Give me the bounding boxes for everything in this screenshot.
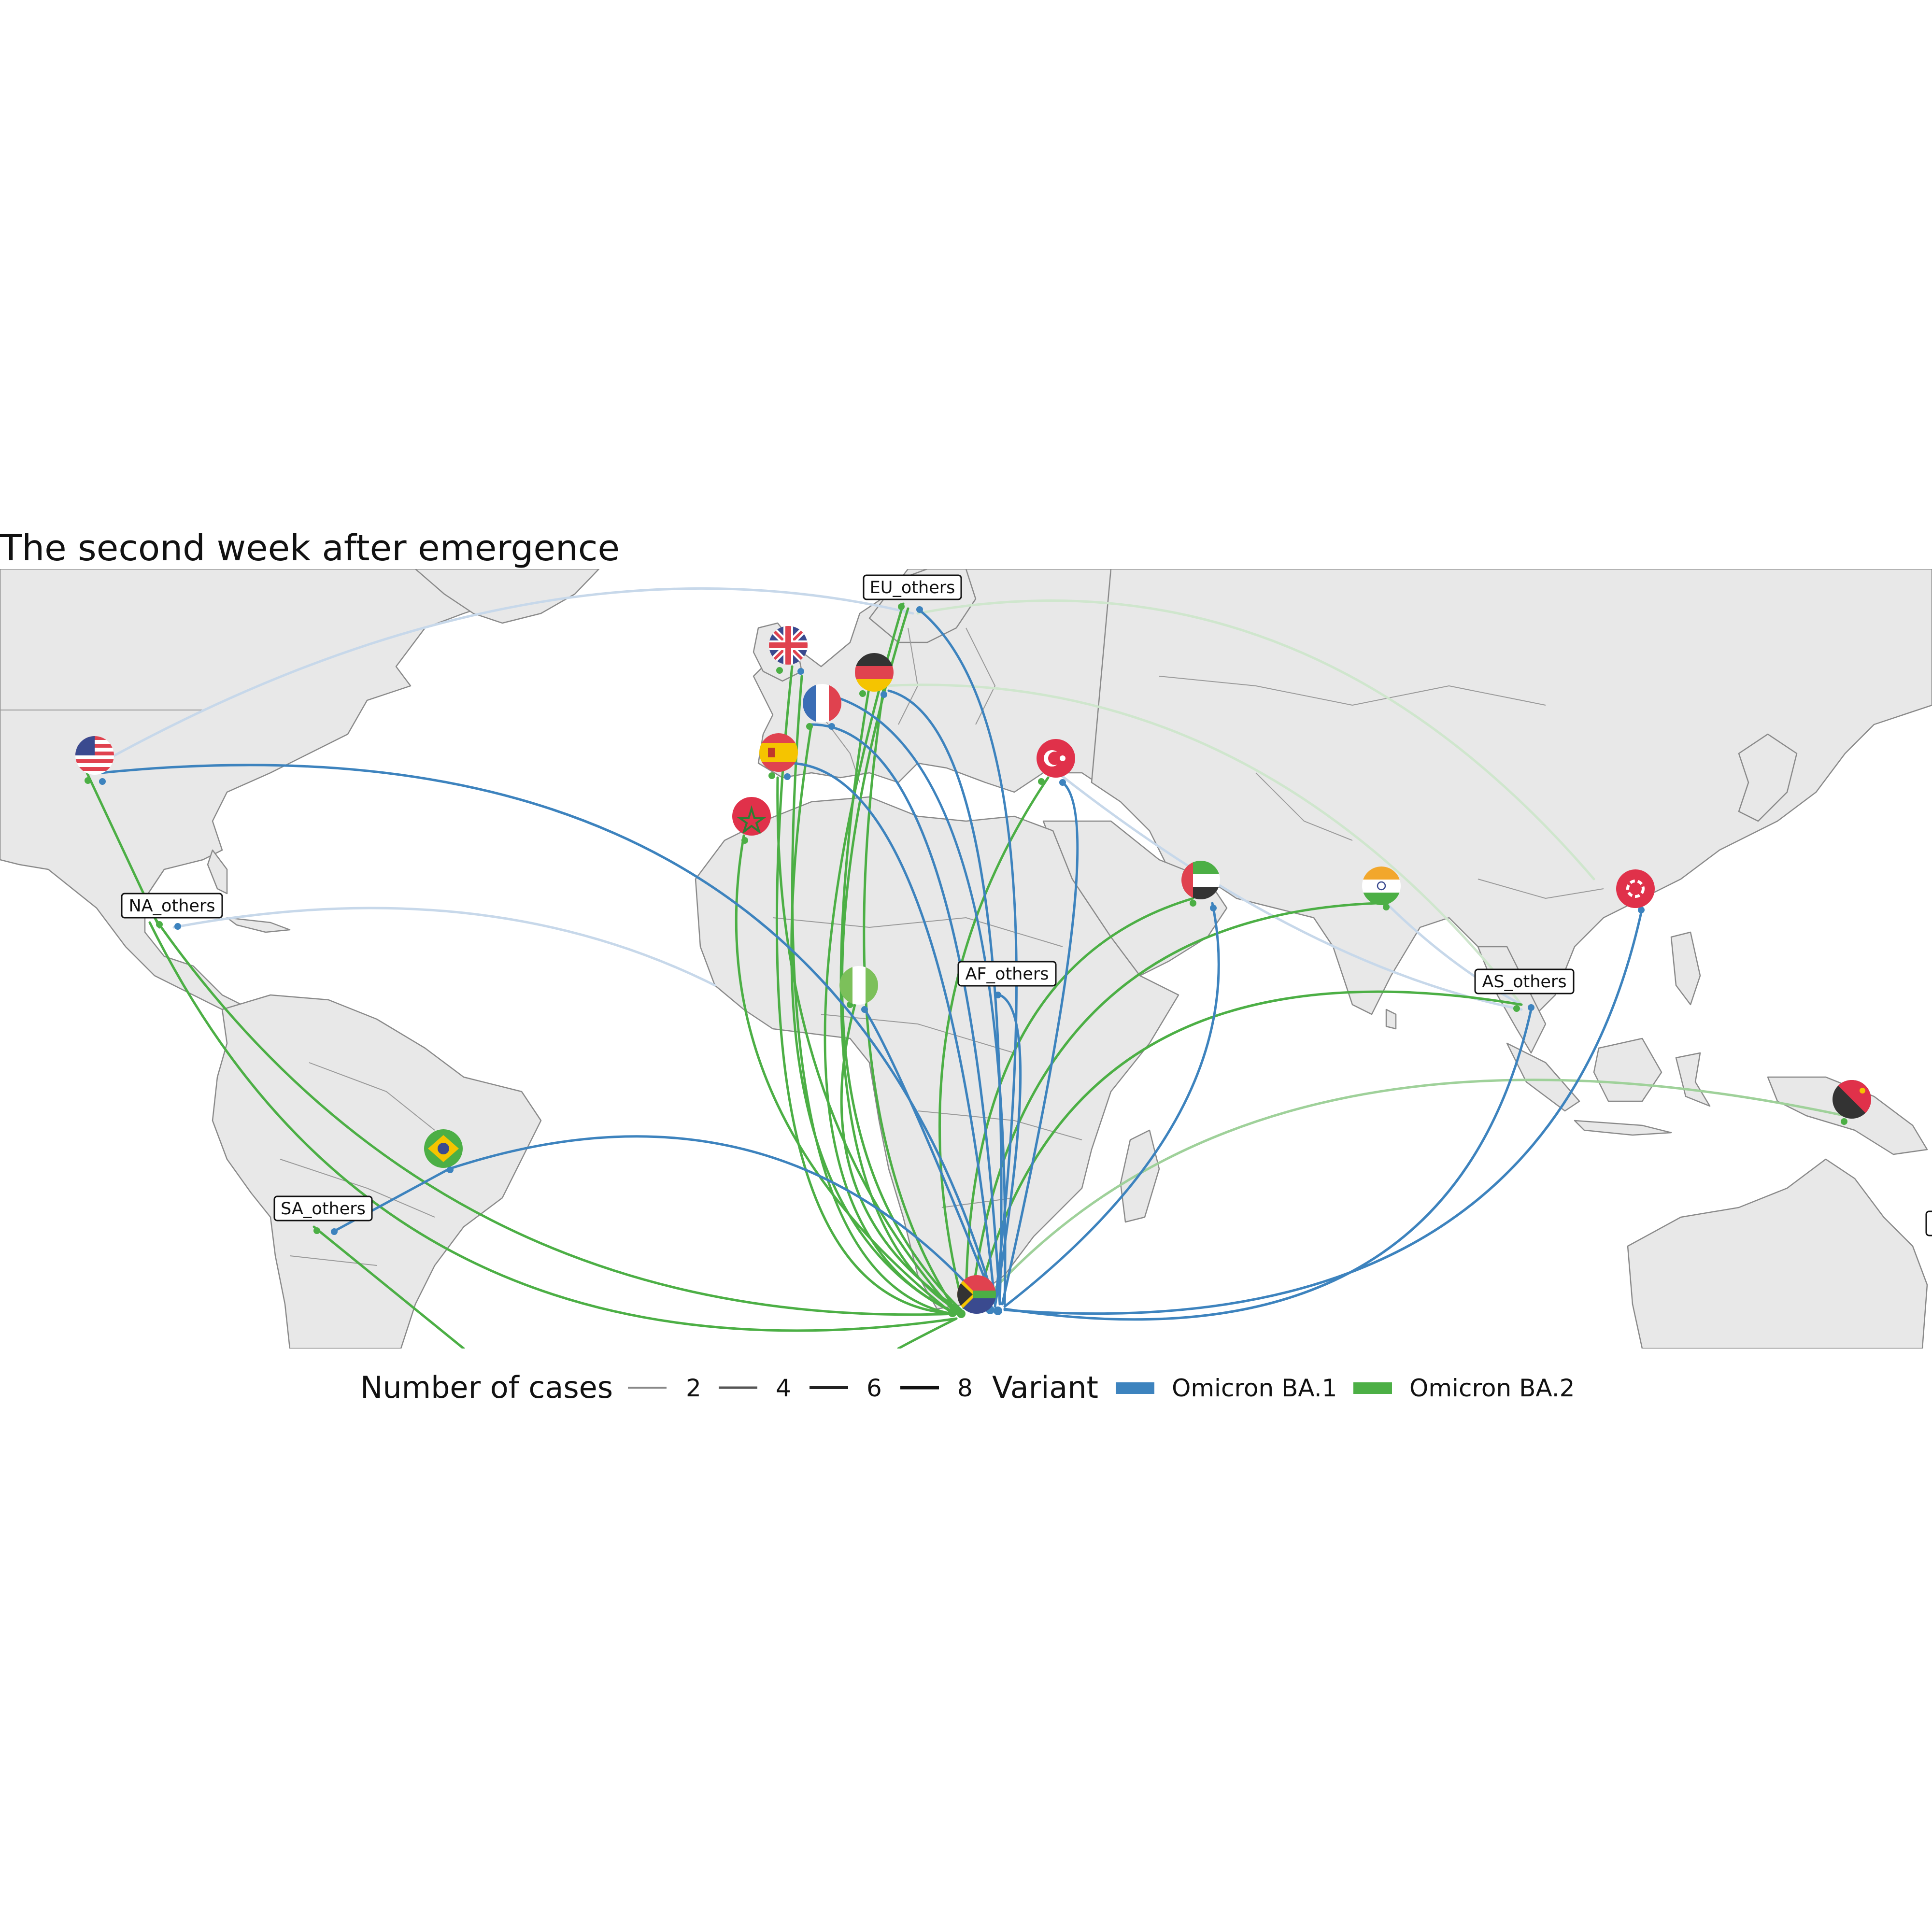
legend-swatch-ba2 [1353,1382,1392,1394]
label-eu-others-text: EU_others [870,578,955,597]
route-ba2 [153,916,958,1316]
label-as-others: AS_others [1474,968,1575,994]
flag-germany [855,653,894,692]
land-cuba [226,917,291,933]
legend-label-ba1: Omicron BA.1 [1172,1374,1337,1402]
flag-brazil [424,1129,463,1168]
route-faint [1056,771,1523,1011]
legend-label-2: 2 [686,1374,701,1402]
label-sa-others: SA_others [273,1195,373,1222]
route-ba1 [863,1008,996,1306]
route-ba2 [824,602,955,1313]
route-faint [90,587,914,769]
legend-label-4: 4 [776,1374,791,1402]
legend-cases-title: Number of cases [360,1370,613,1405]
label-af-others-text: AF_others [965,965,1049,984]
route-ba2 [979,1079,1847,1306]
legend-label-ba2: Omicron BA.2 [1409,1374,1575,1402]
label-partial-edge [1925,1210,1932,1236]
route-ba1 [810,723,1001,1306]
route-ba2 [841,607,963,1311]
flag-south-africa [957,1275,996,1314]
land-australia [1627,1158,1928,1349]
route-ba2 [938,776,1050,1309]
flag-papua-new-guinea [1833,1080,1871,1119]
land-greenland [414,569,600,624]
route-ba1 [916,607,1018,1306]
world-map: EU_others NA_others AF_others AS_others … [0,569,1932,1349]
label-na-others: NA_others [121,893,223,919]
label-as-others-text: AS_others [1482,972,1566,992]
flag-uae [1181,861,1220,899]
legend-variant-title: Variant [992,1370,1098,1405]
route-ba1 [994,994,1022,1308]
route-ba2 [897,1317,958,1349]
route-ba2 [863,684,958,1313]
label-eu-others: EU_others [863,574,962,600]
land-philippines [1670,931,1701,1006]
routes-ba2 [85,602,1847,1349]
label-af-others: AF_others [957,961,1057,987]
land-japan [1738,733,1798,822]
route-ba2 [839,684,963,1314]
flag-france [803,684,841,723]
route-ba1 [887,689,1003,1306]
label-na-others-text: NA_others [128,896,215,916]
land-sumatra [1506,1042,1580,1112]
flag-usa [75,736,114,775]
legend-swatch-ba1 [1116,1382,1154,1394]
land-sri-lanka [1385,1009,1397,1030]
route-ba1 [829,694,1007,1306]
route-faint [916,599,1595,881]
route-ba1 [1003,902,1220,1308]
route-ba1 [1003,907,1644,1315]
legend: Number of cases 2 4 6 8 Variant Omicron … [360,1370,1575,1405]
legend-label-8: 8 [957,1374,973,1402]
route-ba2 [148,921,958,1332]
flag-morocco [732,797,771,836]
flag-turkey [1037,739,1075,778]
legend-label-6: 6 [867,1374,882,1402]
route-ba1 [791,762,996,1306]
land-south-america [212,994,542,1349]
routes-ba1 [100,607,1644,1321]
route-ba1 [1003,1008,1533,1321]
route-ba2 [965,897,1194,1310]
route-ba2 [776,776,957,1314]
arrow-markers [85,603,1847,1318]
route-ba1 [100,764,996,1306]
land-florida [207,849,228,895]
flag-hong-kong [1616,869,1655,908]
flag-uk [769,626,808,665]
route-ba1 [448,1135,987,1306]
route-ba1 [1001,781,1079,1306]
map-title: The second week after emergence [0,527,620,569]
route-faint [882,683,1523,1006]
route-ba2 [790,723,958,1315]
route-ba2 [969,902,1378,1311]
route-ba2 [313,1225,465,1349]
flag-spain [759,733,798,772]
flag-nigeria [839,966,878,1005]
route-ba2 [735,834,955,1316]
route-ba2 [840,1003,960,1310]
route-faint [172,907,716,987]
flag-india [1362,867,1401,905]
land-java [1574,1120,1672,1136]
label-sa-others-text: SA_others [281,1199,366,1219]
land-madagascar [1120,1129,1160,1223]
